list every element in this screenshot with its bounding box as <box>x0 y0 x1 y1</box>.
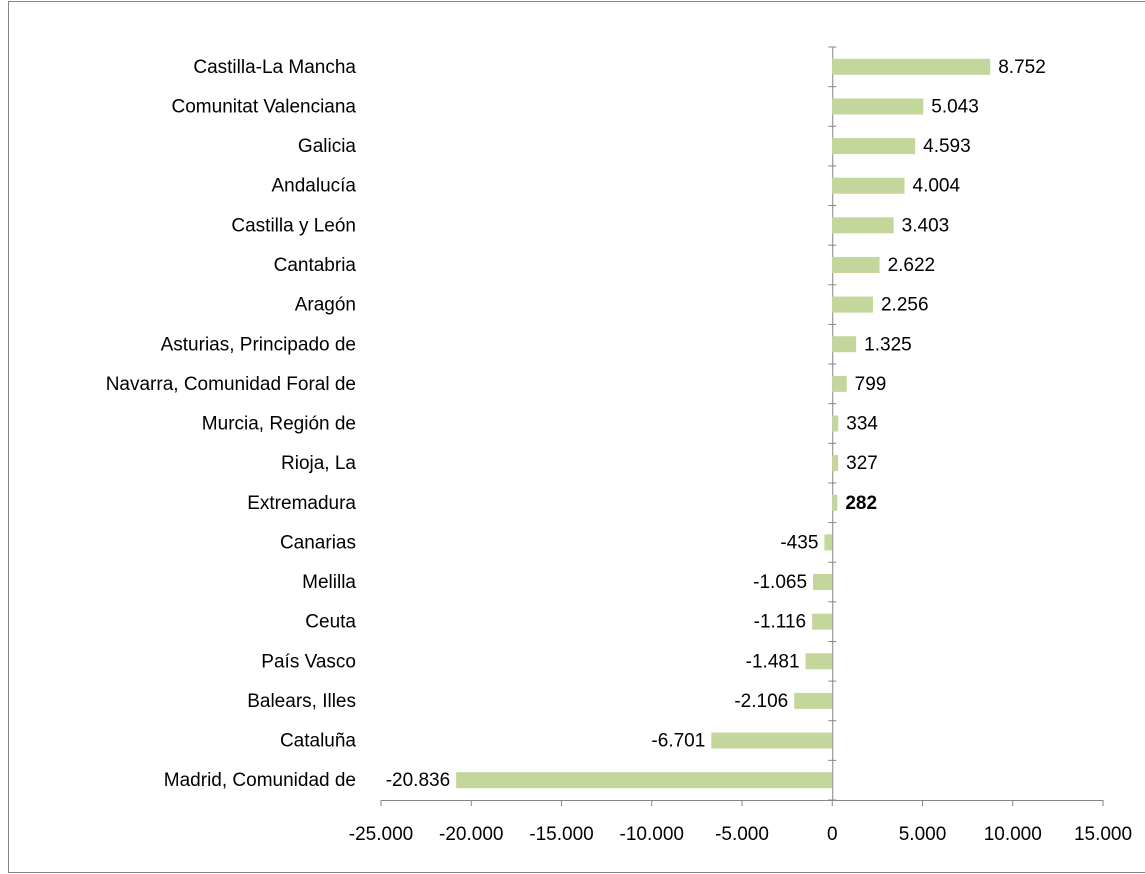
value-label: -435 <box>780 532 818 553</box>
bar <box>832 256 880 273</box>
bar <box>832 98 924 115</box>
bar <box>832 415 839 432</box>
bar <box>832 217 894 234</box>
bar <box>832 58 991 75</box>
bar <box>832 494 838 511</box>
category-label: Galicia <box>298 136 357 157</box>
category-label: Melilla <box>302 572 356 593</box>
category-label: Comunitat Valenciana <box>172 96 357 117</box>
value-label: -6.701 <box>651 731 705 752</box>
category-label: Cantabria <box>274 255 357 276</box>
bar <box>832 177 905 194</box>
x-tick-label: -10.000 <box>620 824 684 845</box>
bar <box>812 613 833 630</box>
category-label: Murcia, Región de <box>202 414 356 435</box>
x-tick-label: -15.000 <box>529 824 593 845</box>
value-label: -1.065 <box>753 572 807 593</box>
value-label: -1.481 <box>746 651 800 672</box>
category-label: Andalucía <box>271 176 356 197</box>
x-tick-label: -5.000 <box>715 824 769 845</box>
category-label: Balears, Illes <box>247 691 356 712</box>
category-label: Aragón <box>295 295 356 316</box>
value-label: -1.116 <box>754 612 806 633</box>
bar <box>456 772 833 789</box>
category-label: Ceuta <box>305 612 356 633</box>
category-label: Cataluña <box>280 731 356 752</box>
category-label: Rioja, La <box>281 453 356 474</box>
value-label: 8.752 <box>998 57 1046 78</box>
bar <box>794 692 833 709</box>
category-label: Asturias, Principado de <box>161 334 356 355</box>
category-label: Castilla y León <box>231 215 356 236</box>
category-label: Castilla-La Mancha <box>193 57 356 78</box>
category-label: Extremadura <box>247 493 356 514</box>
x-tick-label: 10.000 <box>984 824 1042 845</box>
value-label: 3.403 <box>902 215 950 236</box>
x-tick-label: 0 <box>827 824 838 845</box>
value-label: 4.004 <box>913 176 961 197</box>
category-label: Madrid, Comunidad de <box>164 770 356 791</box>
x-tick-label: -20.000 <box>439 824 503 845</box>
value-label: 282 <box>845 493 877 514</box>
value-label: 327 <box>846 453 878 474</box>
value-label: -20.836 <box>386 770 450 791</box>
x-tick-label: 15.000 <box>1074 824 1132 845</box>
bar <box>832 455 839 472</box>
bar <box>832 296 873 313</box>
category-label: Canarias <box>280 532 356 553</box>
value-label: 334 <box>846 414 878 435</box>
chart-border <box>8 1 1145 873</box>
value-label: 2.622 <box>888 255 936 276</box>
value-label: 2.256 <box>881 295 929 316</box>
bar <box>824 534 833 551</box>
x-tick-label: -25.000 <box>349 824 413 845</box>
value-label: 4.593 <box>923 136 971 157</box>
category-label: País Vasco <box>261 651 356 672</box>
value-label: 799 <box>855 374 887 395</box>
value-label: -2.106 <box>734 691 788 712</box>
x-tick-label: 5.000 <box>899 824 947 845</box>
bar <box>832 375 847 392</box>
value-label: 1.325 <box>864 334 912 355</box>
bar <box>813 574 833 591</box>
bar <box>832 336 857 353</box>
bar <box>832 138 916 155</box>
bar <box>805 653 833 670</box>
bar <box>711 732 833 749</box>
value-label: 5.043 <box>931 96 979 117</box>
category-label: Navarra, Comunidad Foral de <box>106 374 356 395</box>
